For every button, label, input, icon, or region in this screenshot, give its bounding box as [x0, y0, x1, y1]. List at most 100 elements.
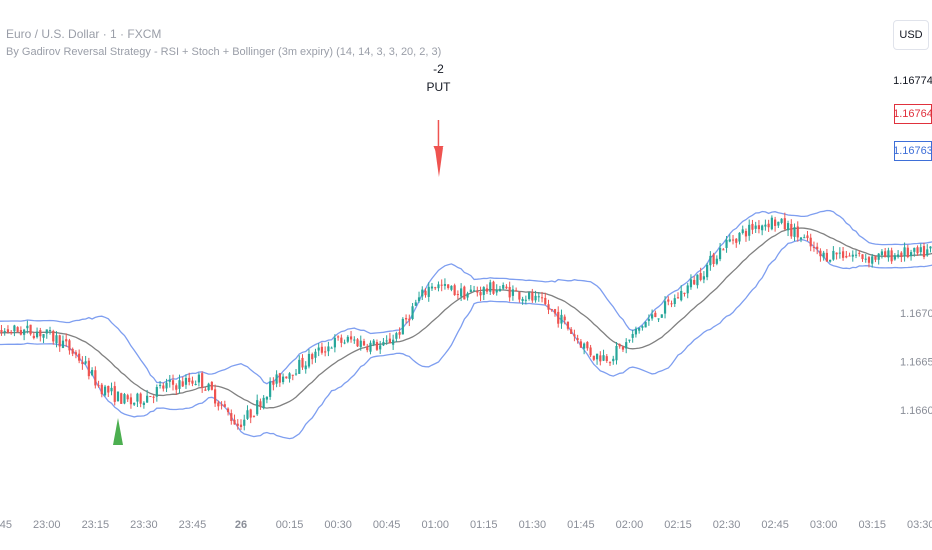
candle: [641, 325, 644, 331]
candle: [897, 250, 900, 259]
candle: [877, 253, 880, 265]
candle-body: [353, 339, 356, 341]
candle-body: [337, 336, 340, 338]
buy-signal-arrow: [112, 418, 123, 445]
candle-body: [589, 347, 592, 356]
candle: [612, 355, 615, 365]
candle: [829, 259, 832, 263]
candle: [848, 252, 851, 257]
candle-body: [605, 356, 608, 361]
candle: [722, 247, 725, 251]
candle-body: [158, 384, 162, 386]
basis-line: [0, 227, 932, 409]
candle: [0, 324, 3, 336]
candle: [52, 329, 55, 345]
x-tick-label: 23:15: [82, 519, 110, 531]
candle-body: [152, 396, 155, 398]
candle: [408, 314, 411, 327]
currency-button[interactable]: USD: [893, 20, 929, 50]
candle-body: [790, 223, 793, 237]
candle-body: [595, 353, 599, 360]
candle: [838, 247, 841, 259]
candle: [456, 290, 459, 300]
x-tick-label: 01:15: [470, 519, 498, 531]
candle: [803, 234, 806, 239]
candle: [825, 249, 828, 262]
candle: [680, 285, 683, 302]
candle-body: [864, 258, 867, 260]
candle-body: [786, 223, 790, 231]
candles: [0, 212, 932, 431]
candle-body: [880, 251, 884, 256]
candle-body: [35, 331, 39, 338]
candle-body: [489, 282, 492, 292]
candle-body: [424, 290, 427, 296]
candle: [275, 370, 278, 388]
candle-body: [819, 250, 822, 257]
candle-body: [3, 331, 6, 333]
candle: [110, 382, 113, 396]
candle-body: [922, 246, 926, 258]
candle: [421, 286, 424, 301]
candle: [521, 296, 524, 305]
candle-body: [744, 230, 748, 237]
candle-body: [243, 419, 246, 426]
candle-body: [58, 335, 61, 347]
candle-body: [249, 409, 252, 418]
candle-body: [576, 338, 579, 340]
candle: [26, 320, 29, 334]
candle-body: [686, 285, 689, 294]
candle-body: [586, 342, 589, 349]
x-tick-label: 03:30: [907, 519, 932, 531]
candle: [184, 374, 188, 389]
candle: [379, 340, 382, 354]
candle: [812, 241, 816, 252]
candle-body: [372, 340, 375, 345]
candle-body: [443, 284, 447, 286]
candle: [663, 296, 667, 319]
candle: [278, 372, 281, 387]
candle-body: [427, 286, 430, 297]
candle-body: [570, 329, 573, 334]
candle: [463, 285, 466, 300]
candle-body: [670, 303, 673, 305]
candle: [16, 326, 19, 333]
candle: [718, 242, 722, 262]
candle-body: [845, 255, 848, 258]
indicator-title[interactable]: By Gadirov Reversal Strategy - RSI + Sto…: [6, 46, 442, 58]
candle: [916, 245, 919, 256]
candle: [39, 327, 42, 342]
candle-body: [573, 334, 576, 337]
candle-body: [90, 369, 94, 376]
candle: [476, 286, 479, 297]
candle-body: [479, 292, 482, 296]
candle-body: [450, 285, 453, 290]
candle-body: [269, 381, 272, 397]
candle-body: [314, 351, 317, 358]
candle-body: [398, 332, 401, 335]
candle-body: [511, 289, 515, 296]
candle: [667, 296, 670, 306]
candle-body: [246, 410, 249, 419]
candle: [126, 393, 129, 402]
candle: [330, 346, 333, 349]
candle: [786, 220, 790, 237]
candle-body: [39, 330, 42, 337]
candle-body: [612, 358, 615, 362]
candle: [136, 392, 139, 407]
candle-body: [447, 284, 450, 288]
candle: [120, 392, 123, 404]
candle-body: [275, 374, 278, 384]
symbol-title[interactable]: Euro / U.S. Dollar · 1 · FXCM: [6, 27, 162, 41]
candle-body: [625, 342, 628, 349]
candle: [670, 300, 673, 308]
candle: [217, 400, 220, 411]
candle-body: [731, 239, 735, 241]
candle: [544, 292, 547, 306]
candle-body: [178, 380, 181, 389]
candle-body: [197, 374, 201, 383]
candle-body: [133, 402, 136, 405]
candle: [890, 247, 893, 264]
candle-body: [165, 382, 168, 389]
